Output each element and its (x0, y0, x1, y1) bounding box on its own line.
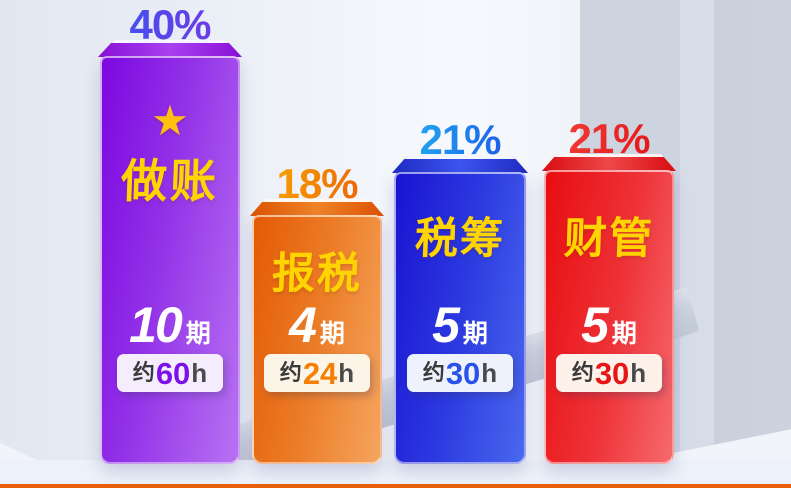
star-icon: ★ (151, 97, 189, 144)
hours-value: 30 (445, 355, 481, 391)
hours-prefix: 约 (132, 360, 155, 385)
hours-prefix: 约 (422, 360, 445, 385)
period-number: 5 (432, 297, 460, 353)
hours-unit: h (481, 358, 498, 388)
hours-prefix: 约 (571, 360, 594, 385)
percent-label: 21% (519, 118, 699, 160)
bar-top-face (250, 199, 384, 216)
period-number: 4 (289, 297, 317, 353)
percent-label: 40% (75, 4, 265, 46)
period-unit: 期 (462, 320, 488, 348)
hours-unit: h (191, 358, 208, 388)
bar-top-face (392, 156, 528, 173)
period-unit: 期 (185, 320, 211, 348)
bar-top-face (542, 154, 676, 171)
hours-badge: 约 30 h (556, 354, 662, 392)
period-label: 10 期 (102, 300, 238, 350)
bar-top-face (98, 40, 242, 57)
bottom-accent-strip (0, 484, 791, 488)
period-number: 5 (581, 297, 609, 353)
hours-value: 24 (302, 355, 338, 391)
hours-badge: 约 60 h (117, 354, 223, 392)
floor-front-face (0, 460, 791, 484)
hours-badge: 约 24 h (264, 354, 370, 392)
period-number: 10 (129, 297, 183, 353)
hours-unit: h (630, 358, 647, 388)
category-label: 财管 (563, 215, 655, 263)
hours-prefix: 约 (279, 360, 302, 385)
hours-value: 30 (594, 355, 630, 391)
hours-unit: h (338, 358, 355, 388)
percent-label: 21% (369, 119, 551, 161)
hours-value: 60 (155, 355, 191, 391)
percent-label: 18% (227, 163, 407, 205)
bar-front-face: ★ 做账 10 期 约 60 h (100, 56, 240, 464)
category-label: 做账 (120, 155, 220, 207)
category-label: 税筹 (414, 215, 506, 263)
hours-badge: 约 30 h (407, 354, 513, 392)
chart-bar-zuozhang: 40% ★ 做账 10 期 约 60 h (98, 0, 242, 488)
category-label: 报税 (271, 250, 363, 298)
period-unit: 期 (611, 320, 637, 348)
period-unit: 期 (319, 320, 345, 348)
